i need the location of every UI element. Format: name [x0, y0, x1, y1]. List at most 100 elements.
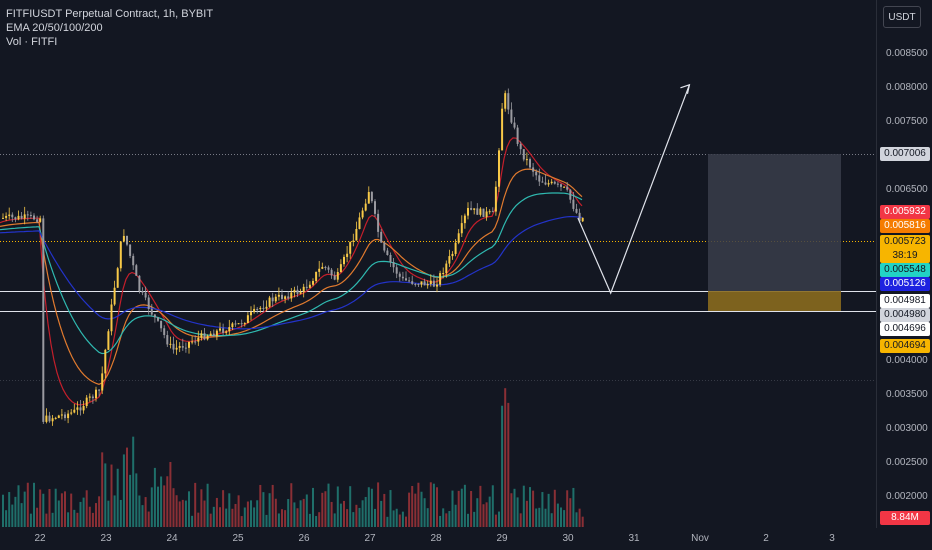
volume-bar — [519, 513, 522, 527]
volume-bar — [101, 452, 104, 527]
candle-body — [494, 186, 497, 212]
candle-body — [386, 250, 389, 256]
volume-bar — [556, 503, 559, 527]
candle-body — [343, 256, 345, 265]
candles-group — [2, 88, 584, 426]
candle-body — [51, 418, 54, 422]
volume-bar — [11, 504, 14, 527]
price-label: 0.005548 — [880, 263, 930, 277]
candle-body — [522, 149, 525, 160]
volume-bar — [569, 498, 572, 527]
volume-bar — [113, 495, 116, 527]
candle-body — [73, 409, 76, 413]
candle-body — [581, 217, 584, 222]
candle-body — [277, 294, 280, 297]
candle-body — [88, 396, 91, 398]
candle-body — [175, 347, 178, 350]
candle-body — [36, 219, 39, 222]
candle-body — [324, 266, 327, 268]
candle-body — [219, 328, 221, 331]
volume-bar — [380, 500, 383, 527]
candle-body — [237, 323, 240, 325]
ema-100-line — [0, 192, 583, 355]
volume-bar — [144, 497, 147, 527]
volume-bar — [95, 503, 97, 527]
volume-bar — [581, 516, 584, 527]
volume-bar — [374, 508, 376, 527]
volume-group — [2, 388, 584, 527]
volume-bar — [259, 484, 262, 527]
candle-body — [411, 281, 414, 284]
candle-body — [268, 297, 271, 307]
symbol-title[interactable]: FITFIUSDT Perpetual Contract, 1h, BYBIT — [6, 8, 214, 20]
volume-bar — [541, 492, 544, 527]
candle-body — [197, 337, 200, 342]
volume-bar — [401, 511, 404, 527]
volume-bar — [513, 488, 516, 527]
candle-body — [253, 308, 256, 313]
candle-body — [315, 271, 318, 281]
candle-body — [17, 215, 20, 220]
volume-bar — [473, 511, 476, 527]
price-label-value: 0.004694 — [884, 340, 926, 351]
volume-bar — [529, 487, 531, 527]
candle-body — [556, 183, 559, 185]
volume-bar — [302, 498, 305, 527]
candle-body — [417, 283, 420, 285]
candle-body — [569, 189, 572, 200]
ema-50-line — [0, 168, 583, 385]
volume-bar — [370, 488, 373, 527]
volume-bar — [578, 508, 581, 527]
candle-body — [355, 228, 358, 241]
volume-indicator-label[interactable]: Vol · FITFI — [6, 36, 58, 48]
candle-body — [501, 108, 504, 151]
candle-body — [432, 280, 435, 287]
candle-body — [519, 143, 522, 150]
volume-bar — [160, 476, 163, 527]
volume-bar — [395, 508, 398, 527]
volume-bar — [20, 503, 23, 527]
candle-body — [138, 275, 141, 292]
volume-bar — [333, 513, 336, 527]
volume-bar — [386, 516, 389, 527]
volume-bar — [467, 513, 469, 527]
candle-body — [98, 389, 101, 391]
volume-bar — [107, 500, 110, 527]
volume-bar — [339, 503, 342, 527]
price-label-value: 0.005816 — [884, 220, 926, 231]
volume-bar — [296, 508, 299, 527]
volume-bar — [460, 488, 463, 527]
volume-bar — [116, 468, 119, 527]
volume-bar — [566, 490, 569, 527]
candle-body — [212, 333, 215, 337]
volume-bar — [463, 484, 466, 527]
candle-body — [510, 109, 513, 123]
candle-body — [327, 267, 330, 270]
price-label: 0.004696 — [880, 322, 930, 336]
candle-body — [423, 281, 426, 286]
candle-body — [234, 323, 237, 325]
volume-bar — [191, 515, 194, 527]
volume-bar — [119, 499, 122, 527]
candle-body — [132, 255, 135, 266]
volume-bar — [389, 490, 392, 527]
volume-bar — [194, 482, 197, 527]
volume-bar — [479, 485, 482, 527]
volume-bar — [175, 495, 178, 527]
volume-bar — [215, 497, 218, 527]
price-label: 8.84M — [880, 511, 930, 525]
candle-body — [76, 407, 79, 410]
volume-bar — [277, 513, 280, 527]
candle-body — [2, 217, 4, 219]
candle-body — [60, 414, 63, 416]
candle-body — [445, 263, 448, 274]
volume-bar — [126, 447, 128, 527]
candle-body — [153, 314, 156, 318]
volume-bar — [563, 510, 566, 527]
volume-bar — [147, 511, 150, 527]
candle-body — [160, 320, 163, 329]
currency-button[interactable]: USDT — [883, 6, 921, 28]
volume-bar — [485, 502, 488, 527]
ema-indicator-label[interactable]: EMA 20/50/100/200 — [6, 22, 103, 34]
